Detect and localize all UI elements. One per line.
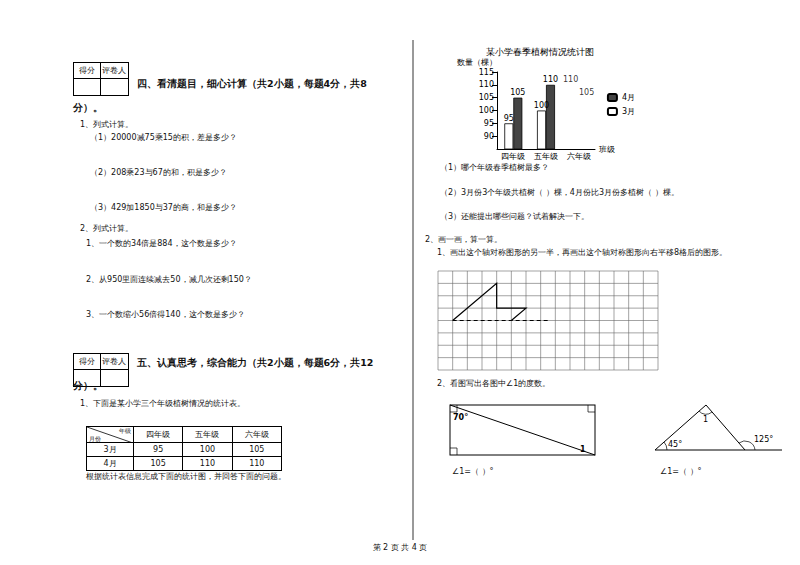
svg-text:105: 105 (510, 88, 525, 97)
html-text:（1）哪个年级春季植树最多？: （1）哪个年级春季植树最多？ (440, 163, 550, 172)
html-text:105: 105 (249, 445, 265, 454)
html-text:110: 110 (249, 459, 265, 468)
html-text:105: 105 (150, 459, 166, 468)
html-text:五年级: 五年级 (195, 430, 220, 439)
svg-text:70°: 70° (453, 413, 468, 422)
svg-text:1: 1 (580, 445, 586, 454)
svg-text:105: 105 (579, 88, 594, 97)
svg-text:100: 100 (534, 101, 549, 110)
svg-text:某小学春季植树情况统计图: 某小学春季植树情况统计图 (486, 47, 594, 57)
svg-text:六年级: 六年级 (567, 152, 591, 161)
html-text:2、看图写出各图中∠1的度数。: 2、看图写出各图中∠1的度数。 (437, 379, 551, 388)
html-text:2、从950里面连续减去50，减几次还剩150？: 2、从950里面连续减去50，减几次还剩150？ (86, 275, 252, 284)
html-text:3、一个数缩小56倍得140，这个数是多少？: 3、一个数缩小56倍得140，这个数是多少？ (86, 310, 245, 319)
svg-text:90: 90 (484, 132, 494, 141)
html-text:分）。: 分）。 (73, 102, 103, 113)
svg-text:95: 95 (484, 119, 494, 128)
html-text:4月: 4月 (103, 459, 117, 468)
html-text:95: 95 (153, 445, 164, 454)
svg-text:3月: 3月 (622, 107, 635, 116)
html-text:1、画出这个轴对称图形的另一半，再画出这个轴对称图形向右平移: 1、画出这个轴对称图形的另一半，再画出这个轴对称图形向右平移8格后的图形。 (437, 248, 728, 257)
html-text:评卷人: 评卷人 (102, 357, 126, 366)
html-text:年级: 年级 (119, 427, 131, 434)
html-text:1、列式计算。: 1、列式计算。 (80, 120, 134, 129)
html-text:110: 110 (199, 459, 216, 468)
html-text:（3）还能提出哪些问题？试着解决一下。: （3）还能提出哪些问题？试着解决一下。 (440, 212, 590, 221)
svg-text:125°: 125° (754, 435, 773, 444)
svg-text:95: 95 (504, 114, 514, 123)
svg-text:班级: 班级 (599, 145, 615, 154)
svg-text:115: 115 (479, 68, 494, 77)
html-text:得分: 得分 (79, 66, 95, 75)
html-text:第 2 页 共 4 页: 第 2 页 共 4 页 (372, 543, 428, 552)
html-text:四年级: 四年级 (146, 430, 171, 439)
svg-text:五年级: 五年级 (534, 152, 558, 161)
svg-text:100: 100 (479, 106, 494, 115)
html-text:2、列式计算。: 2、列式计算。 (80, 224, 134, 233)
html-text:（2）208乘23与67的和，积是多少？: （2）208乘23与67的和，积是多少？ (90, 168, 227, 177)
html-text:根据统计表信息完成下面的统计图，并回答下面的问题。: 根据统计表信息完成下面的统计图，并回答下面的问题。 (86, 472, 286, 481)
html-text:2、画一画，算一算。: 2、画一画，算一算。 (425, 235, 503, 244)
html-text:评卷人: 评卷人 (102, 66, 126, 75)
svg-text:105: 105 (479, 93, 494, 102)
svg-text:110: 110 (543, 75, 558, 84)
html-text:（2）3月份3个年级共植树（ ）棵，4月份比3月份多植树（: （2）3月份3个年级共植树（ ）棵，4月份比3月份多植树（ ）棵。 (440, 188, 679, 197)
html-text:（1）20000减75乘15的积，差是多少？: （1）20000减75乘15的积，差是多少？ (90, 133, 237, 142)
html-text:（3）429加1850与37的商，和是多少？: （3）429加1850与37的商，和是多少？ (90, 203, 237, 212)
html-text:五、认真思考，综合能力（共2小题，每题6分，共12: 五、认真思考，综合能力（共2小题，每题6分，共12 (137, 357, 374, 368)
html-text:六年级: 六年级 (244, 430, 269, 439)
html-text:四、看清题目，细心计算（共2小题，每题4分，共8: 四、看清题目，细心计算（共2小题，每题4分，共8 (137, 78, 367, 89)
html-text:分）。: 分）。 (73, 380, 103, 391)
svg-text:110: 110 (563, 75, 578, 84)
svg-text:四年级: 四年级 (501, 152, 525, 161)
html-text:1、下面是某小学三个年级植树情况的统计表。: 1、下面是某小学三个年级植树情况的统计表。 (80, 399, 246, 408)
html-text:100: 100 (199, 445, 216, 454)
html-text:3月: 3月 (103, 445, 117, 454)
html-text:∠1=（ ）°: ∠1=（ ）° (660, 467, 702, 476)
svg-text:4月: 4月 (622, 93, 635, 102)
html-text:月份: 月份 (89, 435, 101, 442)
svg-text:1: 1 (703, 415, 708, 424)
html-text:∠1=（ ）°: ∠1=（ ）° (452, 467, 494, 476)
html-text:1、一个数的34倍是884，这个数是多少？: 1、一个数的34倍是884，这个数是多少？ (86, 239, 237, 248)
html-text:得分: 得分 (79, 357, 95, 366)
svg-text:45°: 45° (668, 440, 682, 449)
svg-text:数量（棵）: 数量（棵） (457, 58, 497, 67)
svg-text:110: 110 (479, 80, 494, 89)
